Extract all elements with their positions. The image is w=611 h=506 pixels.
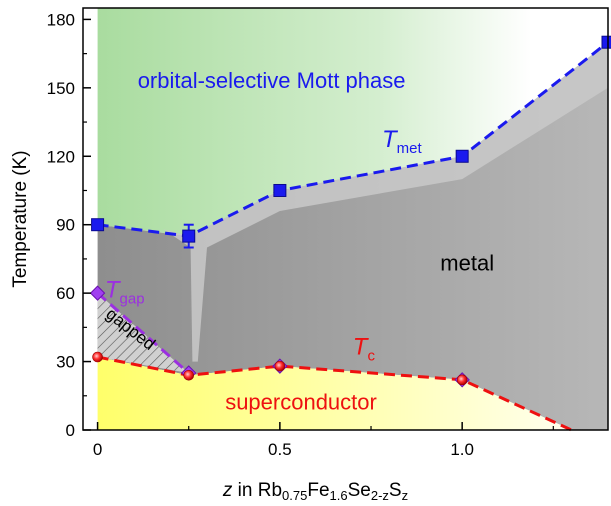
y-tick-label: 90 <box>56 216 75 235</box>
phase-regions <box>97 8 608 430</box>
tc-point-1 <box>183 369 195 381</box>
metal-region <box>97 42 608 430</box>
y-tick-label: 180 <box>47 10 75 29</box>
y-tick-label: 150 <box>47 79 75 98</box>
x-axis-title-mid2: Se <box>348 480 371 501</box>
x-axis-title-sub1: 0.75 <box>282 488 307 503</box>
tc-boundary-line <box>97 355 573 432</box>
x-axis-title-sub2: 1.6 <box>330 488 348 503</box>
tmet-point-1 <box>182 229 196 243</box>
tc-point-2 <box>274 360 286 372</box>
superconductor-region <box>97 357 572 430</box>
x-tick-label: 0.5 <box>268 440 292 459</box>
x-axis-title-sub4: z <box>402 488 409 503</box>
y-tick-label: 0 <box>66 421 75 440</box>
tgap-label-sub: gap <box>120 291 145 308</box>
tgap-label-main: T <box>105 277 122 304</box>
superconductor-label: superconductor <box>225 389 377 414</box>
tgap-point-0 <box>89 285 106 301</box>
x-axis-title-var: z <box>222 480 233 501</box>
tmet-point-4 <box>601 35 611 49</box>
tc-label-main: T <box>353 334 370 361</box>
tmet-label: Tmet <box>382 126 423 157</box>
osmp-region <box>97 8 608 237</box>
x-axis-title-text: in Rb <box>232 480 282 501</box>
tc-point-3 <box>456 374 468 386</box>
x-tick-label: 0 <box>93 440 102 459</box>
tmet-label-main: T <box>382 126 399 153</box>
y-tick-label: 60 <box>56 284 75 303</box>
gapped-region <box>97 293 189 373</box>
tgap-label: Tgap <box>105 277 145 308</box>
x-axis-title: z in Rb0.75Fe1.6Se2-zSz <box>222 480 408 503</box>
tmet-point-2 <box>273 183 287 197</box>
plot-frame <box>82 7 609 431</box>
tmet-point-0 <box>91 218 105 232</box>
y-tick-label: 120 <box>47 147 75 166</box>
y-tick-label: 30 <box>56 353 75 372</box>
data-markers <box>89 35 611 388</box>
tc-label-sub: c <box>367 348 375 365</box>
x-axis-title-mid3: S <box>389 480 402 501</box>
x-axis-title-mid1: Fe <box>307 480 329 501</box>
tgap-boundary-line <box>96 291 190 375</box>
osmp-label: orbital-selective Mott phase <box>138 68 406 93</box>
y-axis-title: Temperature (K) <box>10 150 31 287</box>
x-tick-label: 1.0 <box>450 440 474 459</box>
tc-label: Tc <box>353 334 376 365</box>
tc-point-0 <box>92 351 103 363</box>
tmet-point-3 <box>455 149 469 163</box>
tmet-label-sub: met <box>397 140 423 157</box>
metal-label: metal <box>440 250 494 275</box>
axis-ticks: 0 0.5 1.0 0 30 60 90 120 150 180 <box>47 10 554 459</box>
x-axis-title-sub3: 2-z <box>371 488 389 503</box>
